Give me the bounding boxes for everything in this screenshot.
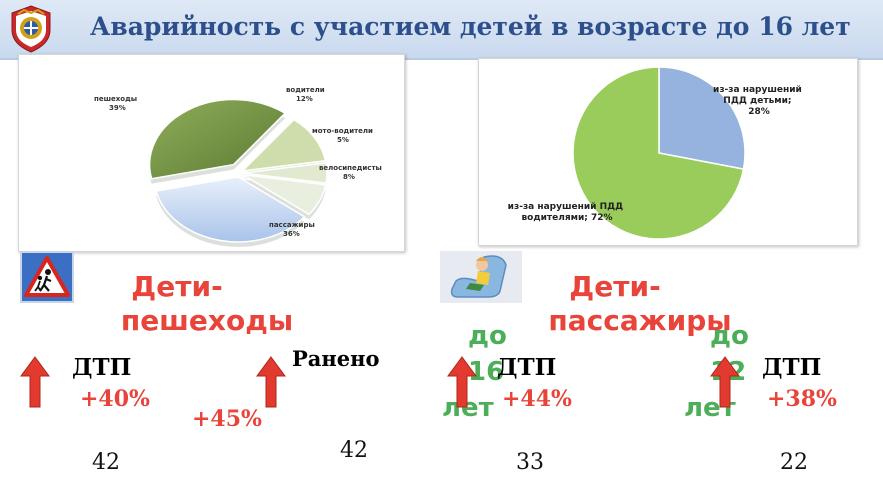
- pedestrian-dtp-label: ДТП: [72, 354, 132, 381]
- pedestrian-injured-count: 42: [340, 438, 368, 463]
- heading-line1: Дети-: [131, 270, 223, 303]
- title-bar: Аварийность с участием детей в возрасте …: [0, 0, 883, 60]
- passenger-12-dtp-change: +38%: [767, 386, 837, 412]
- slice-children-violations: [658, 66, 746, 170]
- pedestrian-dtp-change: +40%: [80, 386, 150, 412]
- heading-child-passengers: Дети- пассажиры: [540, 270, 740, 338]
- traffic-police-emblem-icon: [11, 5, 51, 53]
- age-16-line1: до 16: [468, 321, 507, 387]
- increase-arrow-icon: [256, 356, 286, 408]
- increase-arrow-icon: [20, 356, 50, 408]
- heading-line1: Дети-: [569, 270, 661, 303]
- slice-label-pedestrians: пешеходы: [94, 95, 137, 103]
- causes-pie-svg: из-за нарушений ПДД детьми; 28% из-за на…: [508, 66, 805, 240]
- pedestrian-dtp-count: 42: [92, 450, 120, 475]
- passenger-16-dtp-count: 33: [516, 450, 544, 475]
- passenger-16-dtp-change: +44%: [502, 386, 572, 412]
- slice-pedestrians: [148, 98, 287, 180]
- slice-label-children-violations: из-за нарушений ПДД детьми; 28%: [713, 85, 805, 117]
- slice-label-passengers: пассажиры: [269, 221, 315, 229]
- slice-driver-violations: [572, 66, 745, 240]
- slice-label-driver-violations: из-за нарушений ПДД водителями; 72%: [508, 202, 627, 223]
- slice-drivers: [240, 118, 327, 172]
- participants-pie-svg: пешеходы 39% водители 12% мото-водители …: [94, 86, 382, 247]
- child-car-seat-icon: [440, 251, 522, 303]
- heading-line2: пешеходы: [120, 304, 294, 337]
- slice-label-cyclists: велосипедисты: [319, 164, 382, 172]
- slice-label-drivers: водители: [286, 86, 325, 94]
- slice-value-cyclists: 8%: [343, 173, 355, 181]
- slice-cyclists: [242, 173, 327, 216]
- increase-arrow-icon: [447, 356, 477, 408]
- participants-pie-chart: пешеходы 39% водители 12% мото-водители …: [18, 54, 405, 252]
- heading-child-pedestrians: Дети- пешеходы: [107, 270, 307, 338]
- causes-pie-chart: из-за нарушений ПДД детьми; 28% из-за на…: [478, 58, 858, 246]
- passenger-16-dtp-label: ДТП: [497, 354, 557, 381]
- age-under-16-label: до 16 лет: [442, 318, 548, 426]
- slice-value-passengers: 36%: [283, 230, 300, 238]
- slice-value-moto-drivers: 5%: [337, 136, 349, 144]
- passenger-12-dtp-label: ДТП: [762, 354, 822, 381]
- slice-value-drivers: 12%: [296, 95, 313, 103]
- page-title: Аварийность с участием детей в возрасте …: [90, 12, 851, 41]
- slice-moto-drivers: [242, 162, 328, 184]
- pedestrian-injured-label: Ранено: [292, 346, 380, 371]
- passenger-12-dtp-count: 22: [780, 450, 808, 475]
- slice-passengers: [155, 176, 306, 243]
- age-16-line2: лет: [442, 393, 494, 423]
- pedestrian-injured-change: +45%: [192, 406, 262, 432]
- increase-arrow-icon: [710, 356, 740, 408]
- pedestrian-crossing-sign-icon: [20, 251, 74, 303]
- slice-value-pedestrians: 39%: [109, 104, 126, 112]
- heading-line2: пассажиры: [548, 304, 732, 337]
- slice-label-moto-drivers: мото-водители: [312, 127, 373, 135]
